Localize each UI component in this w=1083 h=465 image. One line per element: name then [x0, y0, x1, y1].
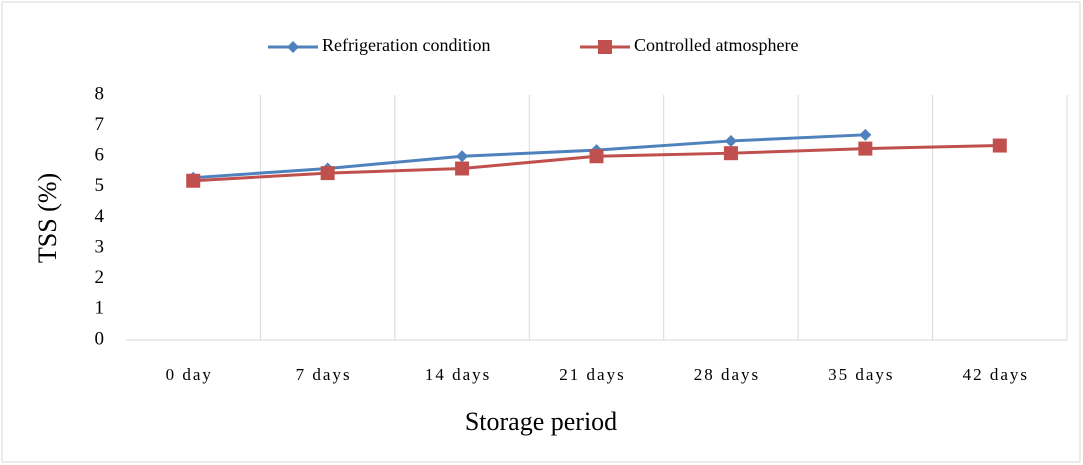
- x-tick-label: 42 days: [963, 365, 1029, 384]
- legend-label: Refrigeration condition: [322, 35, 490, 55]
- x-tick-label: 14 days: [425, 365, 491, 384]
- data-point: [456, 150, 469, 163]
- data-point: [186, 173, 201, 188]
- y-tick-label: 3: [95, 236, 105, 257]
- data-point: [724, 134, 737, 147]
- y-tick-label: 0: [95, 328, 105, 349]
- y-tick-label: 5: [95, 175, 105, 196]
- data-point: [723, 146, 738, 161]
- y-tick-label: 6: [95, 145, 105, 166]
- y-tick-label: 7: [95, 114, 105, 135]
- data-point: [320, 166, 335, 181]
- data-point: [858, 141, 873, 156]
- series-line: [193, 133, 866, 180]
- legend-label: Controlled atmosphere: [634, 35, 798, 55]
- x-tick-label: 35 days: [828, 365, 894, 384]
- x-tick-label: 0 day: [166, 365, 213, 384]
- x-axis-title: Storage period: [465, 407, 617, 436]
- data-point: [455, 161, 470, 176]
- legend-marker: [287, 41, 299, 53]
- legend-marker: [598, 40, 612, 54]
- data-point: [859, 128, 872, 141]
- y-tick-label: 8: [95, 83, 105, 104]
- x-tick-label: 7 days: [296, 365, 352, 384]
- data-point: [589, 149, 604, 164]
- x-tick-label: 28 days: [694, 365, 760, 384]
- x-tick-label: 21 days: [559, 365, 625, 384]
- y-axis-title: TSS (%): [33, 173, 62, 263]
- y-tick-label: 1: [95, 298, 105, 319]
- y-tick-label: 2: [95, 267, 105, 288]
- data-point: [992, 138, 1007, 153]
- y-tick-label: 4: [95, 206, 105, 227]
